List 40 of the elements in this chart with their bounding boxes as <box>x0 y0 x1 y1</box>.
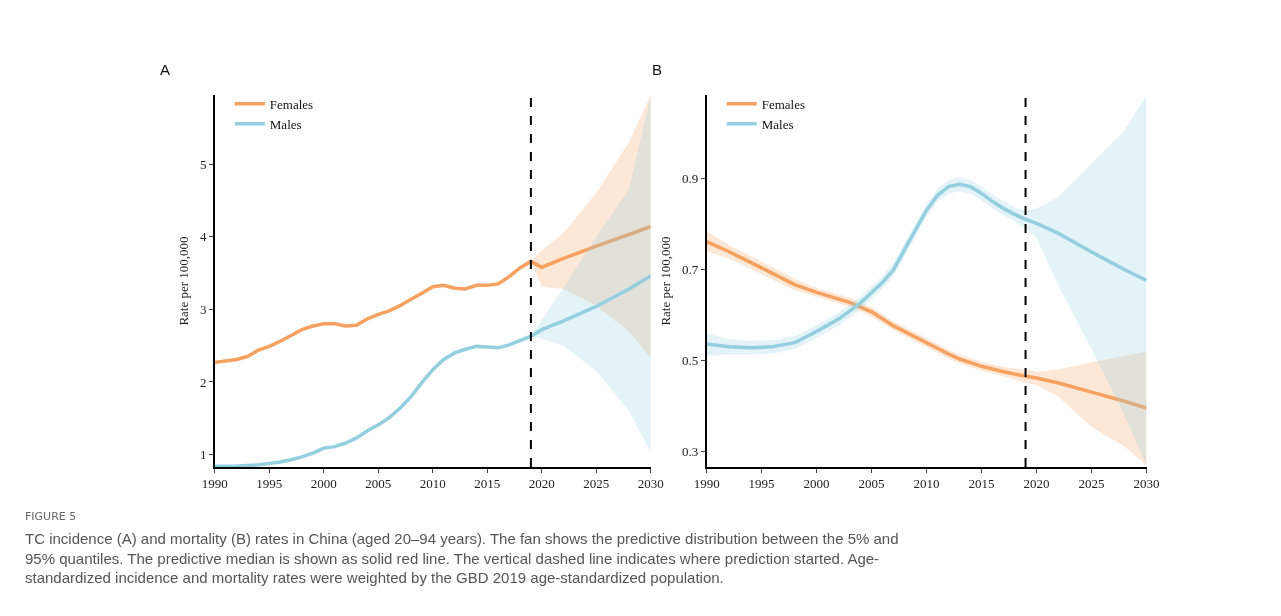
y-tick-label: 0.5 <box>682 352 699 368</box>
y-axis-title: Rate per 100,000 <box>176 236 192 326</box>
line-series <box>706 182 1147 350</box>
x-tick-label: 2000 <box>803 476 830 492</box>
x-tick-label: 2010 <box>913 476 940 492</box>
y-tick-label: 5 <box>199 156 207 172</box>
x-tick-label: 2020 <box>1023 476 1050 492</box>
x-tick-label: 2025 <box>1078 476 1105 492</box>
y-tick-label: 2 <box>199 374 207 390</box>
chart-title: A <box>160 61 171 78</box>
y-tick-label: 0.3 <box>682 443 699 459</box>
x-tick-label: 2020 <box>528 476 555 492</box>
caption: FIGURE 5 <box>25 510 77 523</box>
x-tick-label: 2005 <box>365 476 392 492</box>
y-tick-label: 3 <box>199 301 207 317</box>
x-tick-label: 1990 <box>693 476 720 492</box>
x-tick-label: 2025 <box>583 476 610 492</box>
x-tick-label: 2015 <box>968 476 995 492</box>
x-tick-label: 2030 <box>637 476 664 492</box>
chart-title: B <box>652 61 663 78</box>
legend-label: Males <box>761 116 794 132</box>
line-series <box>214 224 651 365</box>
line-series <box>706 239 1147 410</box>
x-tick-label: 2015 <box>474 476 501 492</box>
legend-label: Females <box>761 96 806 112</box>
legend-label: Females <box>269 96 314 112</box>
y-tick-label: 1 <box>199 447 207 463</box>
x-tick-label: 1995 <box>256 476 283 492</box>
y-tick-label: 0.9 <box>682 171 699 187</box>
x-tick-label: 2000 <box>310 476 337 492</box>
y-tick-label: 4 <box>199 229 207 245</box>
text: TC incidence (A) and mortality (B) rates in China (aged 20–94 years). The fan shows the predictive distribution between the 5% and 95% quantiles. The predictive median is shown as solid red line. The vertical dashed line indicates where prediction started. Age-standardized incidence and mortality rates were weighted by the GBD 2019 age-standardized population. <box>25 530 899 586</box>
x-tick-label: 2005 <box>858 476 885 492</box>
x-tick-label: 1995 <box>748 476 775 492</box>
x-tick-label: 1990 <box>201 476 228 492</box>
legend-label: Males <box>269 116 302 132</box>
y-tick-label: 0.7 <box>682 262 699 278</box>
x-tick-label: 2030 <box>1133 476 1160 492</box>
y-axis-title: Rate per 100,000 <box>658 236 674 326</box>
x-tick-label: 2010 <box>419 476 446 492</box>
